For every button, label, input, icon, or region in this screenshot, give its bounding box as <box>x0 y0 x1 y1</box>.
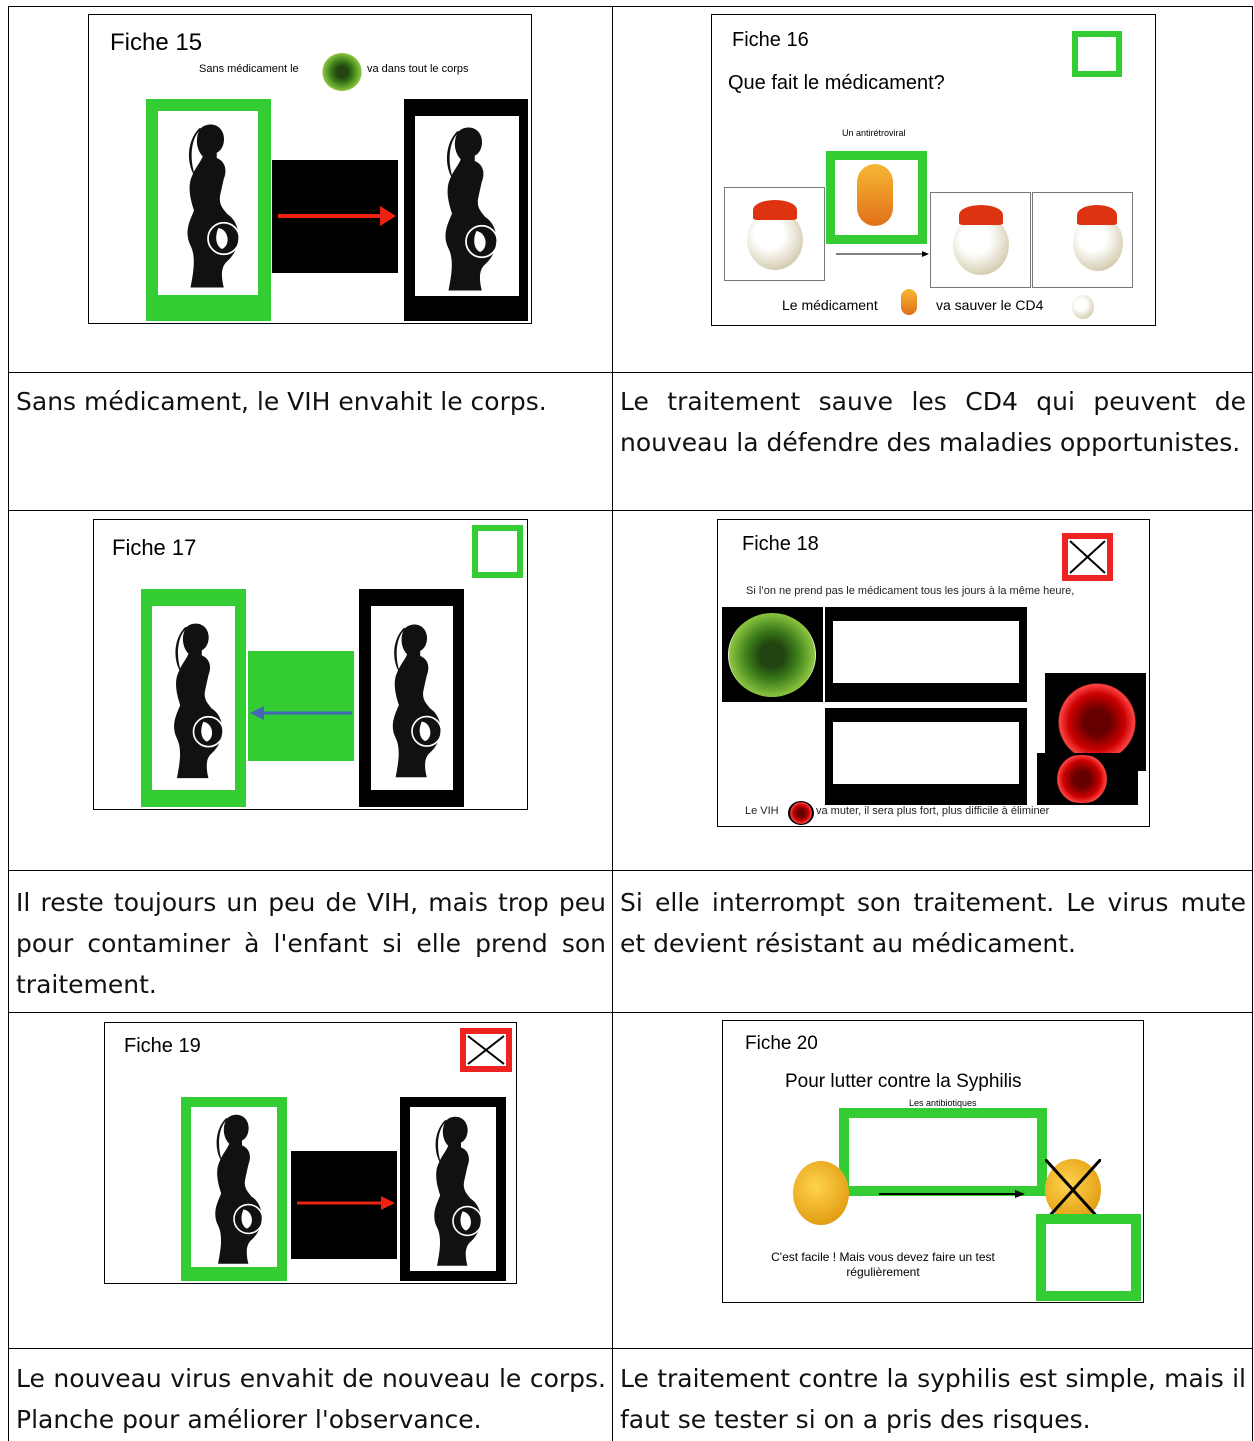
caption: Le traitement sauve les CD4 qui peuvent … <box>620 387 1246 457</box>
arrow-box <box>291 1151 397 1259</box>
image <box>825 607 1027 702</box>
pill-icon <box>901 289 917 315</box>
sheet-text: C'est facile ! Mais vous devez faire un … <box>771 1250 995 1264</box>
sheet: Fiche 20 Pour lutter contre la Syphilis … <box>722 1020 1144 1303</box>
calendar-icon <box>472 525 523 578</box>
sheet-label: Un antirétroviral <box>842 128 906 138</box>
sheet-text: Sans médicament le <box>199 63 299 75</box>
green-frame <box>141 589 246 807</box>
calendar-icon <box>1062 533 1113 581</box>
caption: Le traitement contre la syphilis est sim… <box>620 1364 1246 1434</box>
bacteria <box>1045 1159 1101 1221</box>
arrow-box <box>248 651 354 761</box>
sheet-title: Fiche 17 <box>112 535 197 560</box>
black-frame <box>400 1097 506 1281</box>
bacteria <box>793 1161 849 1225</box>
image <box>930 192 1031 288</box>
black-frame <box>404 99 528 321</box>
caption: Il reste toujours un peu de VIH, mais tr… <box>16 888 606 999</box>
sheet-title: Fiche 15 <box>110 29 203 56</box>
sheet-text: Le VIH <box>745 805 779 817</box>
silhouette <box>371 611 453 786</box>
rule <box>8 1348 1253 1349</box>
rule <box>612 6 613 1441</box>
sheet-label: Les antibiotiques <box>909 1098 977 1108</box>
green-frame <box>1036 1214 1141 1301</box>
sheet: Fiche 16 Que fait le médicament? Un anti… <box>711 14 1156 326</box>
sheet-heading: Si l’on ne prend pas le médicament tous … <box>746 585 1075 597</box>
rule <box>8 372 1253 373</box>
rule <box>8 510 1253 511</box>
arrow <box>836 251 929 257</box>
sheet: Fiche 18 Si l’on ne prend pas le médicam… <box>717 519 1150 827</box>
rule <box>8 1012 1253 1013</box>
sheet-text: va sauver le CD4 <box>936 297 1044 313</box>
rule <box>8 6 9 1441</box>
sheet-title: Fiche 18 <box>742 533 819 555</box>
sheet-text: va dans tout le corps <box>367 63 469 75</box>
silhouette <box>421 119 511 294</box>
virus-icon <box>322 53 362 91</box>
virus-icon <box>788 801 814 825</box>
caption: Si elle interrompt son traitement. Le vi… <box>620 888 1246 958</box>
sheet-title: Fiche 19 <box>124 1035 201 1057</box>
sheet-title: Fiche 16 <box>732 29 809 51</box>
black-frame <box>359 589 464 807</box>
image <box>722 607 823 702</box>
caption: Le nouveau virus envahit de nouveau le c… <box>16 1364 606 1434</box>
rule <box>8 870 1253 871</box>
sheet: Fiche 17 <box>93 519 528 810</box>
silhouette <box>152 611 235 786</box>
sheet-title: Fiche 20 <box>745 1033 818 1054</box>
silhouette <box>191 1107 277 1267</box>
arrow-box <box>272 160 398 273</box>
green-frame <box>146 99 271 321</box>
rule <box>1252 6 1253 1441</box>
sheet: Fiche 15 Sans médicament le va dans tout… <box>88 14 532 324</box>
caption: Sans médicament, le VIH envahit le corps… <box>16 387 547 416</box>
green-frame <box>826 151 927 244</box>
sheet-text: va muter, il sera plus fort, plus diffic… <box>816 805 1050 817</box>
sheet-text: Le médicament <box>782 297 878 313</box>
cd4-icon <box>1072 295 1094 319</box>
silhouette <box>163 116 253 291</box>
sheet: Fiche 19 <box>104 1022 517 1284</box>
sheet-heading: Pour lutter contre la Syphilis <box>785 1071 1022 1092</box>
sheet-text: régulièrement <box>846 1265 920 1279</box>
green-frame <box>839 1108 1047 1196</box>
calendar-icon <box>1072 31 1122 77</box>
silhouette <box>410 1109 496 1269</box>
calendar-icon <box>460 1028 512 1072</box>
green-frame <box>181 1097 287 1281</box>
sheet-text-block: C'est facile ! Mais vous devez faire un … <box>723 1250 1043 1280</box>
arrow <box>879 1190 1025 1198</box>
sheet-heading: Que fait le médicament? <box>728 72 945 94</box>
image <box>1037 753 1138 805</box>
image <box>825 708 1027 805</box>
rule <box>8 6 1253 7</box>
image <box>1032 192 1133 288</box>
image <box>724 187 825 281</box>
